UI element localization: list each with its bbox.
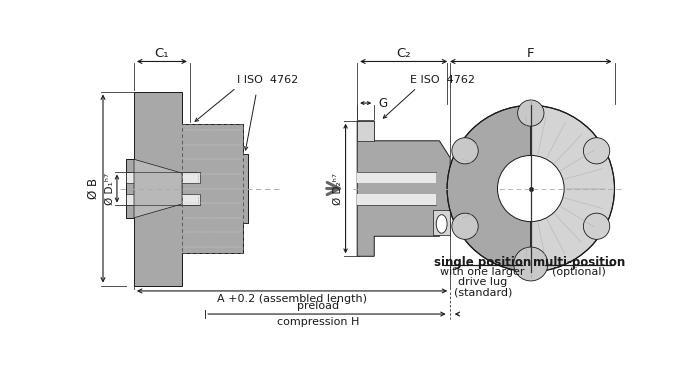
Text: Ø D₁ʰ⁷: Ø D₁ʰ⁷ <box>104 172 115 205</box>
Text: drive lug: drive lug <box>458 277 508 287</box>
Text: F: F <box>527 47 535 60</box>
Circle shape <box>452 213 478 239</box>
Wedge shape <box>531 105 615 272</box>
Text: I ISO  4762: I ISO 4762 <box>237 74 298 84</box>
Text: C₁: C₁ <box>155 47 169 60</box>
Text: (optional): (optional) <box>552 267 606 277</box>
Polygon shape <box>357 194 436 205</box>
Polygon shape <box>126 91 248 286</box>
Polygon shape <box>357 121 450 256</box>
Wedge shape <box>447 105 531 272</box>
Text: single position: single position <box>434 255 531 268</box>
Text: E ISO  4762: E ISO 4762 <box>410 74 475 84</box>
Circle shape <box>583 213 610 239</box>
Circle shape <box>514 247 548 281</box>
Text: preload: preload <box>298 301 340 311</box>
Text: Ø D₂ʰ⁷: Ø D₂ʰ⁷ <box>333 172 343 205</box>
Polygon shape <box>126 172 200 183</box>
Polygon shape <box>433 210 450 235</box>
Polygon shape <box>126 194 200 205</box>
Polygon shape <box>357 172 436 183</box>
Ellipse shape <box>436 215 447 233</box>
Polygon shape <box>134 159 182 218</box>
Polygon shape <box>357 121 374 141</box>
Circle shape <box>498 156 564 222</box>
Text: A +0.2 (assembled length): A +0.2 (assembled length) <box>217 294 367 304</box>
Text: compression H: compression H <box>277 317 360 327</box>
Circle shape <box>583 138 610 164</box>
Text: G: G <box>378 96 387 109</box>
Text: (standard): (standard) <box>454 287 512 297</box>
Text: with one larger: with one larger <box>440 267 525 277</box>
Text: Ø B: Ø B <box>87 178 100 199</box>
Text: C₂: C₂ <box>396 47 411 60</box>
Text: multi-position: multi-position <box>533 255 625 268</box>
Circle shape <box>517 100 544 126</box>
Circle shape <box>452 138 478 164</box>
